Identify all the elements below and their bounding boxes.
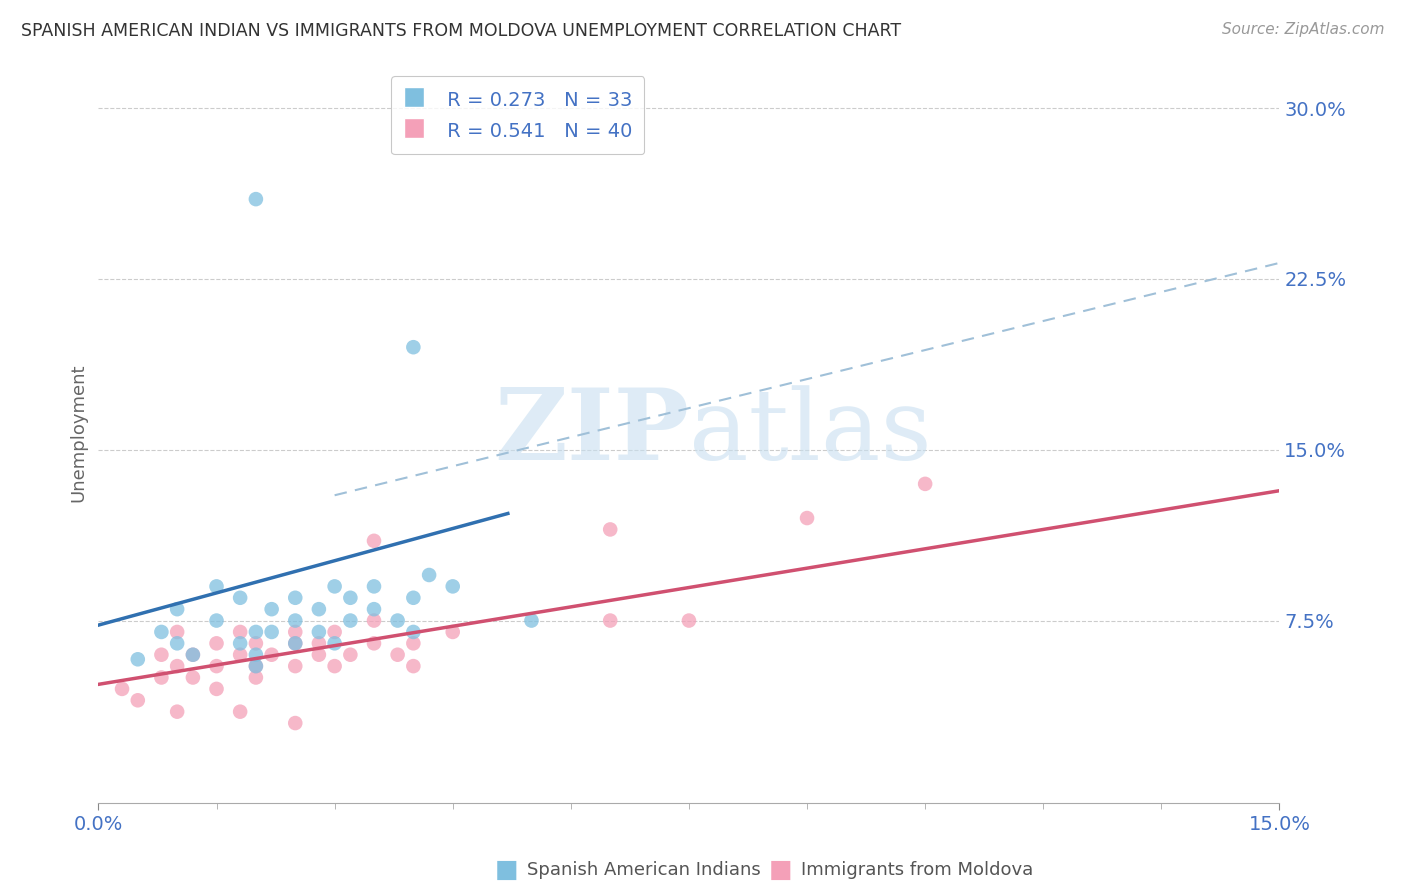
Point: [260, 648, 283, 662]
Point: [599, 614, 621, 628]
Point: [914, 476, 936, 491]
Point: [150, 671, 173, 685]
Point: [402, 659, 425, 673]
Point: [520, 614, 543, 628]
Point: [181, 648, 204, 662]
Point: [127, 652, 149, 666]
Text: SPANISH AMERICAN INDIAN VS IMMIGRANTS FROM MOLDOVA UNEMPLOYMENT CORRELATION CHAR: SPANISH AMERICAN INDIAN VS IMMIGRANTS FR…: [21, 22, 901, 40]
Point: [181, 648, 204, 662]
Point: [418, 568, 440, 582]
Text: Spanish American Indians: Spanish American Indians: [527, 861, 761, 879]
Point: [363, 579, 385, 593]
Point: [323, 579, 346, 593]
Point: [402, 591, 425, 605]
Point: [402, 636, 425, 650]
Point: [363, 533, 385, 548]
Point: [323, 636, 346, 650]
Text: Immigrants from Moldova: Immigrants from Moldova: [801, 861, 1033, 879]
Y-axis label: Unemployment: Unemployment: [69, 363, 87, 502]
Point: [284, 636, 307, 650]
Text: ■: ■: [495, 858, 517, 881]
Text: ZIP: ZIP: [494, 384, 689, 481]
Point: [111, 681, 134, 696]
Point: [284, 659, 307, 673]
Point: [284, 591, 307, 605]
Point: [678, 614, 700, 628]
Point: [245, 624, 267, 639]
Point: [229, 624, 252, 639]
Point: [229, 705, 252, 719]
Point: [205, 681, 228, 696]
Point: [245, 192, 267, 206]
Point: [363, 602, 385, 616]
Point: [363, 614, 385, 628]
Point: [308, 602, 330, 616]
Point: [339, 648, 361, 662]
Point: [441, 579, 464, 593]
Point: [339, 614, 361, 628]
Point: [127, 693, 149, 707]
Point: [339, 591, 361, 605]
Point: [387, 614, 409, 628]
Point: [599, 523, 621, 537]
Point: [166, 636, 188, 650]
Point: [166, 659, 188, 673]
Point: [387, 648, 409, 662]
Point: [284, 614, 307, 628]
Point: [205, 659, 228, 673]
Point: [166, 705, 188, 719]
Point: [402, 340, 425, 354]
Point: [402, 624, 425, 639]
Point: [796, 511, 818, 525]
Point: [229, 591, 252, 605]
Point: [229, 648, 252, 662]
Point: [284, 624, 307, 639]
Point: [229, 636, 252, 650]
Point: [166, 624, 188, 639]
Point: [245, 659, 267, 673]
Point: [284, 716, 307, 731]
Point: [166, 602, 188, 616]
Point: [205, 614, 228, 628]
Point: [323, 659, 346, 673]
Point: [245, 671, 267, 685]
Point: [308, 648, 330, 662]
Point: [284, 636, 307, 650]
Point: [260, 602, 283, 616]
Text: atlas: atlas: [689, 384, 932, 481]
Point: [150, 648, 173, 662]
Legend:  R = 0.273   N = 33,  R = 0.541   N = 40: R = 0.273 N = 33, R = 0.541 N = 40: [391, 76, 644, 154]
Point: [205, 579, 228, 593]
Point: [260, 624, 283, 639]
Point: [308, 624, 330, 639]
Point: [308, 636, 330, 650]
Point: [245, 636, 267, 650]
Point: [441, 624, 464, 639]
Point: [245, 648, 267, 662]
Point: [181, 671, 204, 685]
Point: [150, 624, 173, 639]
Text: ■: ■: [769, 858, 792, 881]
Text: Source: ZipAtlas.com: Source: ZipAtlas.com: [1222, 22, 1385, 37]
Point: [323, 624, 346, 639]
Point: [205, 636, 228, 650]
Point: [245, 659, 267, 673]
Point: [363, 636, 385, 650]
